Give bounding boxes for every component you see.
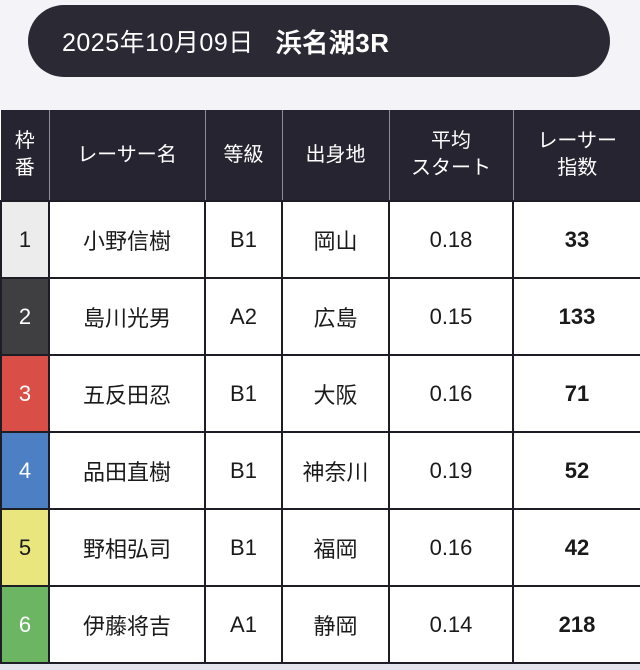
column-header-origin: 出身地 (281, 110, 390, 202)
racer-name-cell: 小野信樹 (48, 200, 206, 279)
racer-table: 枠 番 レーサー名 等級 出身地 平均 スタート レーサー 指数 1 小野信樹 … (0, 110, 640, 664)
table-header-row: 枠 番 レーサー名 等級 出身地 平均 スタート レーサー 指数 (1, 110, 640, 202)
origin-cell: 岡山 (281, 200, 390, 279)
column-header-racer-name: レーサー名 (48, 110, 206, 202)
grade-cell: A1 (204, 585, 283, 664)
origin-cell: 神奈川 (281, 431, 390, 510)
avg-start-cell: 0.14 (388, 585, 514, 664)
table-header: 枠 番 レーサー名 等級 出身地 平均 スタート レーサー 指数 (1, 110, 640, 202)
grade-cell: A2 (204, 277, 283, 356)
table-row: 4 品田直樹 B1 神奈川 0.19 52 (0, 431, 640, 510)
grade-cell: B1 (204, 431, 283, 510)
racer-index-cell: 71 (512, 354, 640, 433)
table-body: 1 小野信樹 B1 岡山 0.18 33 2 島川光男 A2 広島 0.15 1… (0, 200, 640, 664)
race-name: 浜名湖3R (275, 27, 390, 58)
racer-name-cell: 品田直樹 (48, 431, 206, 510)
column-header-frame: 枠 番 (1, 110, 50, 202)
table-row: 2 島川光男 A2 広島 0.15 133 (0, 277, 640, 356)
racer-index-cell: 133 (512, 277, 640, 356)
avg-start-cell: 0.16 (388, 354, 514, 433)
frame-number-cell: 2 (0, 277, 50, 356)
column-header-grade: 等級 (204, 110, 283, 202)
column-header-avg-start: 平均 スタート (388, 110, 514, 202)
avg-start-cell: 0.18 (388, 200, 514, 279)
racer-name-cell: 伊藤将吉 (48, 585, 206, 664)
frame-number-cell: 6 (0, 585, 50, 664)
racer-index-cell: 42 (512, 508, 640, 587)
table-row: 6 伊藤将吉 A1 静岡 0.14 218 (0, 585, 640, 664)
racer-index-cell: 33 (512, 200, 640, 279)
avg-start-cell: 0.15 (388, 277, 514, 356)
column-header-racer-index: レーサー 指数 (512, 110, 640, 202)
page-header-area: 2025年10月09日 浜名湖3R (0, 0, 640, 110)
racer-name-cell: 野相弘司 (48, 508, 206, 587)
grade-cell: B1 (204, 354, 283, 433)
racer-index-cell: 218 (512, 585, 640, 664)
race-date: 2025年10月09日 (62, 29, 254, 57)
frame-number-cell: 1 (0, 200, 50, 279)
origin-cell: 広島 (281, 277, 390, 356)
table-row: 5 野相弘司 B1 福岡 0.16 42 (0, 508, 640, 587)
racer-name-cell: 島川光男 (48, 277, 206, 356)
frame-number-cell: 4 (0, 431, 50, 510)
grade-cell: B1 (204, 200, 283, 279)
frame-number-cell: 5 (0, 508, 50, 587)
origin-cell: 福岡 (281, 508, 390, 587)
origin-cell: 静岡 (281, 585, 390, 664)
race-header-pill: 2025年10月09日 浜名湖3R (28, 5, 610, 77)
avg-start-cell: 0.16 (388, 508, 514, 587)
racer-index-cell: 52 (512, 431, 640, 510)
avg-start-cell: 0.19 (388, 431, 514, 510)
grade-cell: B1 (204, 508, 283, 587)
table-row: 1 小野信樹 B1 岡山 0.18 33 (0, 200, 640, 279)
table-row: 3 五反田忍 B1 大阪 0.16 71 (0, 354, 640, 433)
racer-name-cell: 五反田忍 (48, 354, 206, 433)
frame-number-cell: 3 (0, 354, 50, 433)
origin-cell: 大阪 (281, 354, 390, 433)
